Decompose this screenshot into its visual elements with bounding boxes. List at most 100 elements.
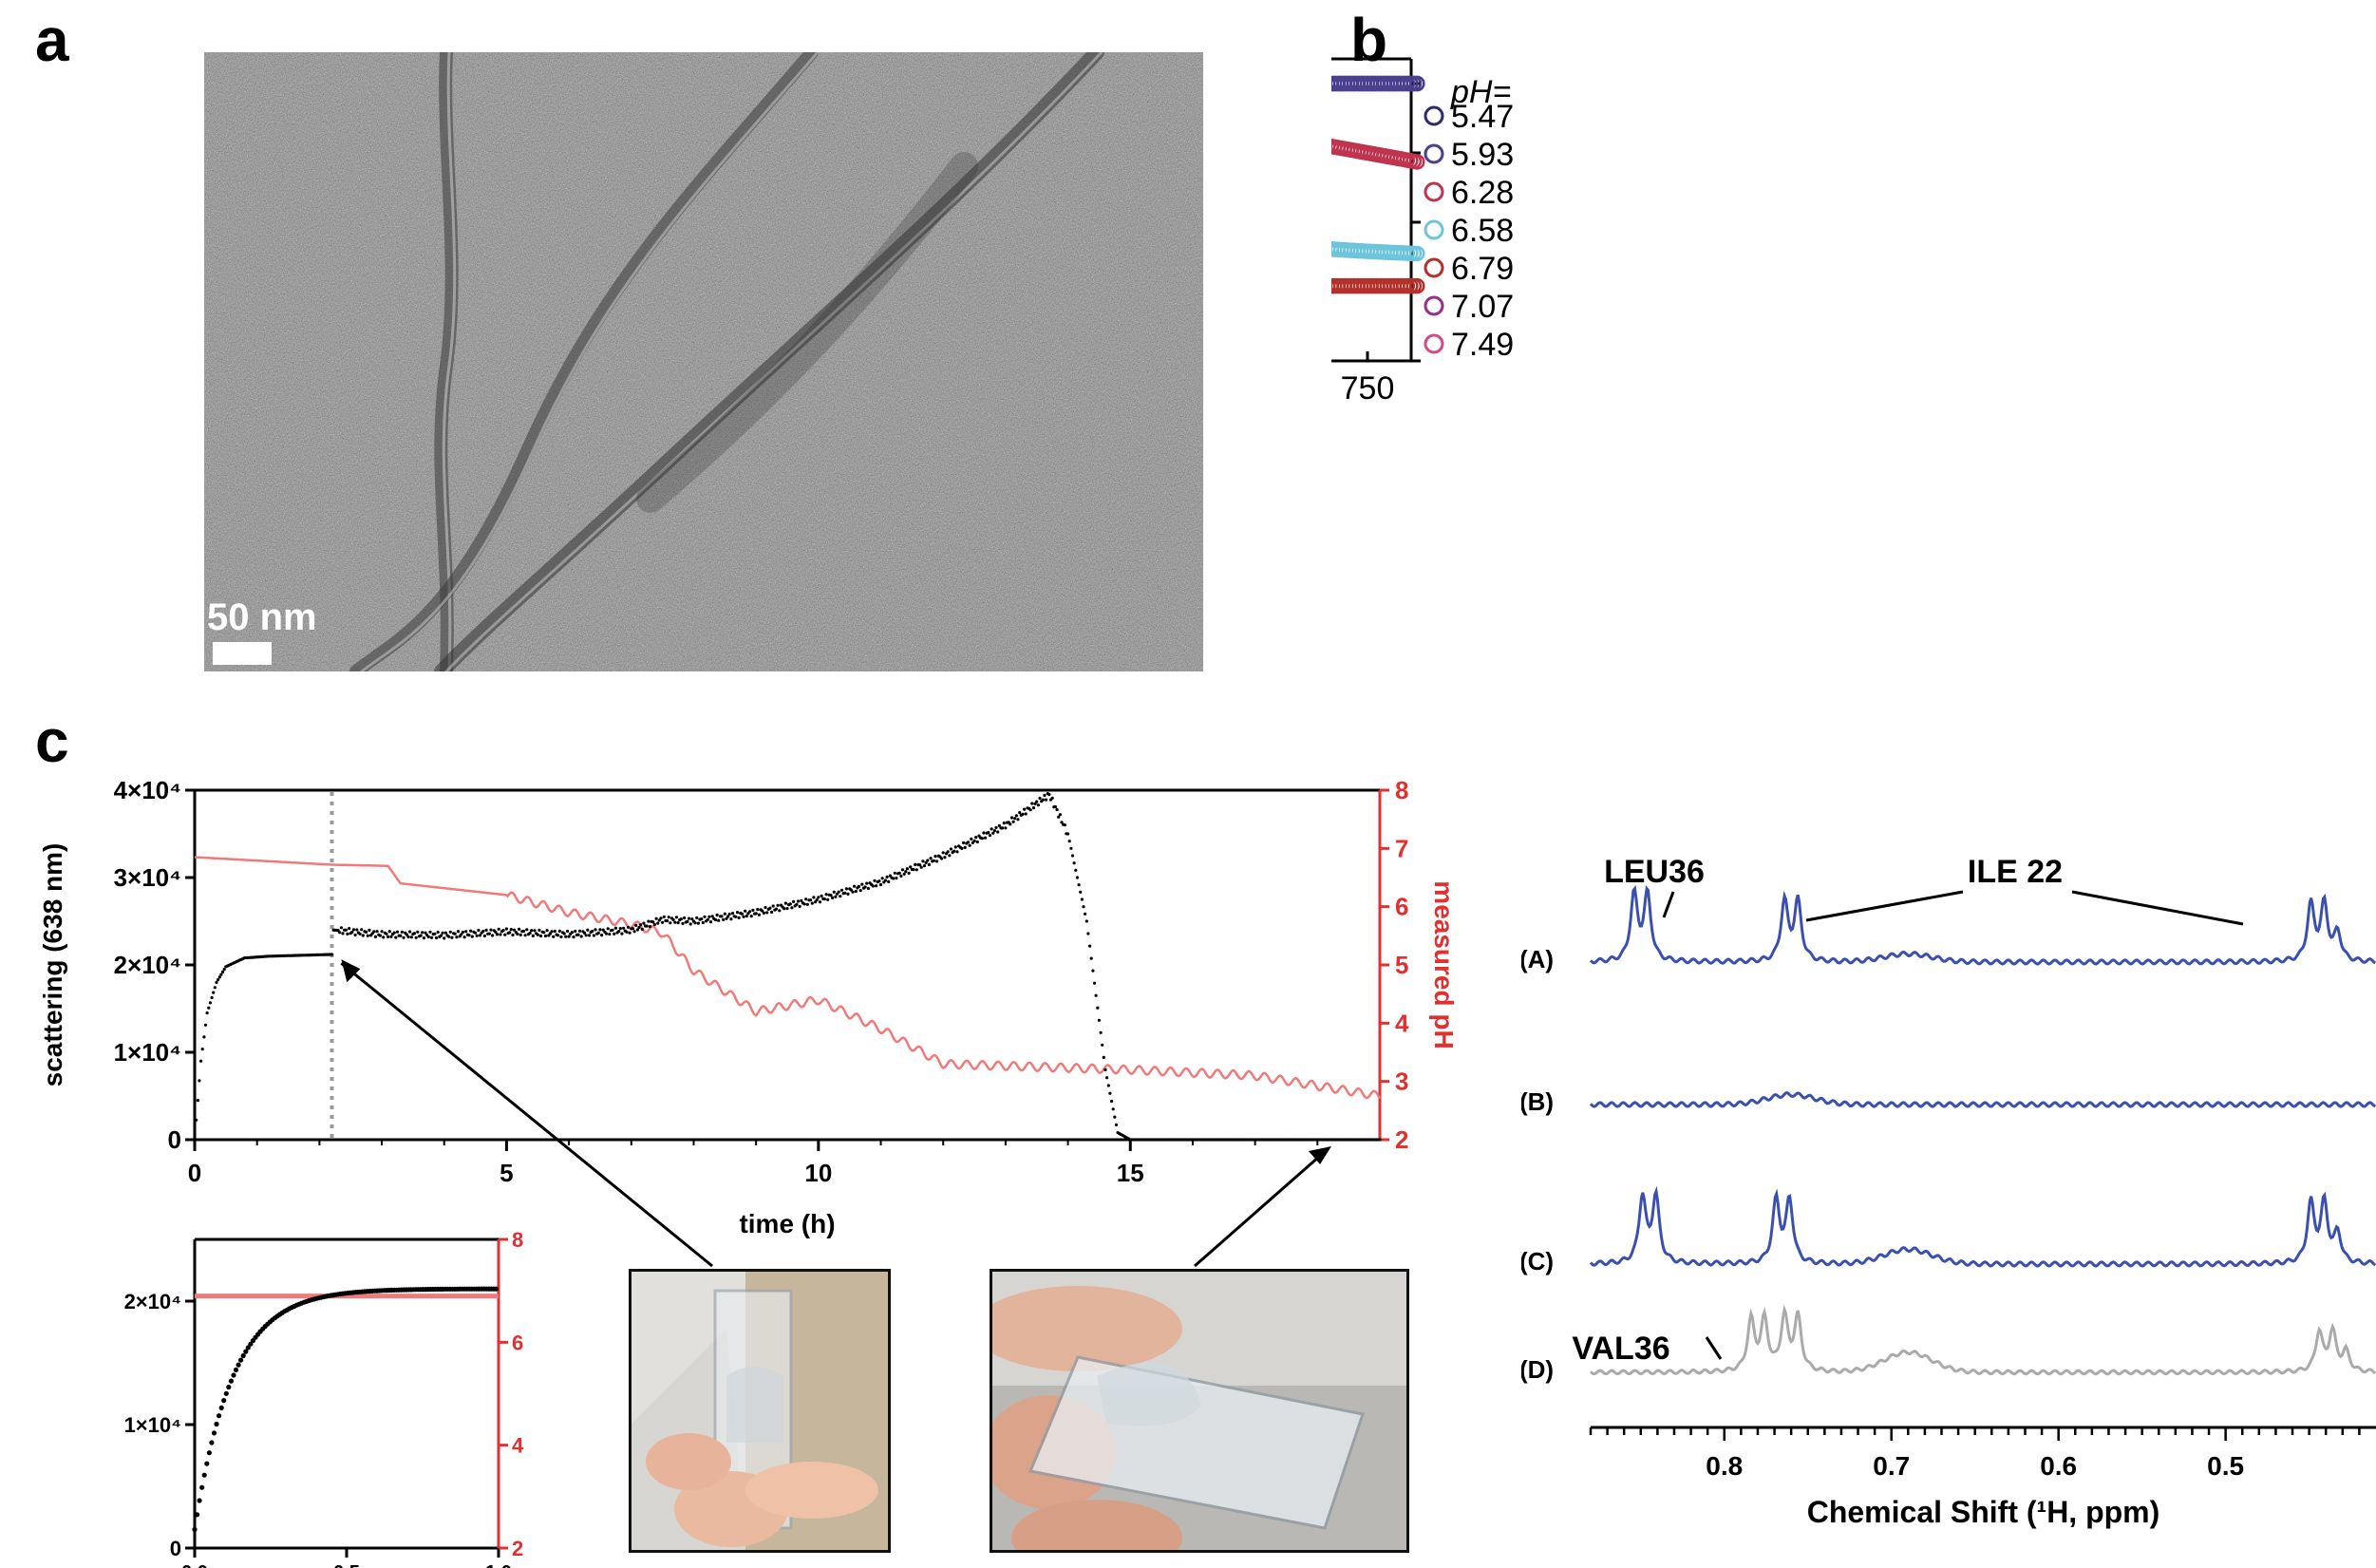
scattering-point (378, 934, 382, 937)
scattering-point (935, 860, 939, 863)
scattering-point (922, 864, 927, 868)
legend-label: 5.47 (1451, 99, 1514, 135)
scattering-point (795, 902, 799, 906)
scattering-point (696, 921, 701, 925)
x-axis-label: time (h) (739, 1209, 835, 1238)
scattering-point (745, 914, 748, 918)
scattering-point (346, 932, 349, 935)
scattering-point (1105, 1076, 1109, 1080)
scattering-point (814, 900, 818, 904)
scattering-point (536, 933, 539, 936)
scattering-point (436, 930, 440, 935)
scattering-point (1066, 832, 1070, 836)
scattering-point (358, 932, 362, 935)
scattering-point (226, 1384, 232, 1390)
scattering-point (387, 930, 391, 934)
scattering-point (1021, 812, 1025, 816)
scattering-point (538, 934, 543, 938)
scattering-point (701, 920, 705, 925)
ph-trace (194, 856, 1382, 1100)
scattering-point (932, 859, 936, 862)
scattering-point (963, 845, 967, 849)
legend-label: 7.07 (1451, 289, 1514, 325)
scattering-point (217, 975, 221, 979)
scattering-point (740, 912, 745, 916)
scattering-point (892, 877, 896, 880)
scattering-point (508, 931, 512, 935)
scattering-point (700, 917, 704, 921)
scattering-point (195, 1118, 198, 1122)
scattering-point (373, 935, 378, 938)
scattering-point (815, 897, 819, 902)
scattering-point (1060, 821, 1064, 824)
scattering-point (708, 920, 713, 924)
scattering-point (703, 915, 707, 918)
scattering-point (1053, 804, 1057, 809)
scattering-point (737, 916, 741, 919)
scattering-point (208, 1001, 212, 1005)
scattering-point (559, 935, 563, 939)
scattering-point (671, 917, 675, 922)
scattering-point (562, 932, 566, 935)
scattering-point (1004, 826, 1008, 830)
series-6.58 (1331, 241, 1425, 262)
scattering-point (400, 930, 404, 934)
scattering-point (521, 929, 526, 934)
scattering-point (523, 934, 527, 937)
scattering-point (762, 911, 766, 915)
scattering-point (552, 935, 556, 938)
scattering-point (426, 935, 430, 939)
leu36-pointer (1662, 891, 1675, 918)
scattering-point (1097, 1018, 1101, 1022)
scattering-point (1024, 812, 1028, 816)
scattering-point (695, 916, 699, 919)
scattering-point (742, 915, 745, 918)
legend-title: pH= (1450, 74, 1511, 110)
scattering-point (414, 935, 418, 939)
y-tick-label: 0 (168, 1125, 181, 1154)
scattering-point (392, 931, 396, 935)
scattering-point (690, 917, 694, 921)
scattering-point (469, 929, 473, 933)
scattering-point (408, 930, 412, 934)
scattering-point (509, 928, 513, 932)
trace-label: (B) (1521, 1087, 1554, 1116)
scattering-point (217, 978, 220, 982)
scattering-point (1110, 1099, 1114, 1104)
scattering-point (642, 921, 646, 925)
scattering-point (866, 886, 871, 891)
scattering-point (645, 924, 649, 928)
y-tick-label: 2×10⁴ (114, 951, 181, 979)
scattering-point (1067, 840, 1071, 843)
scattering-point (484, 928, 488, 932)
scattering-point (1063, 823, 1066, 827)
scattering-point (710, 915, 714, 918)
scattering-point (482, 934, 486, 938)
scattering-point (860, 882, 864, 886)
scattering-point (761, 909, 764, 913)
scattering-point (207, 1006, 211, 1010)
arrowhead (341, 959, 361, 983)
legend-label: 6.79 (1451, 251, 1514, 287)
scattering-point (1045, 798, 1048, 802)
scattering-point (818, 900, 822, 904)
y-tick-label: 4×10⁴ (114, 776, 181, 804)
scattering-point (206, 1450, 212, 1456)
scattering-point (219, 973, 223, 976)
legend-label: 6.58 (1451, 213, 1514, 249)
scattering-point (1111, 1107, 1115, 1111)
scattering-point (1047, 793, 1051, 797)
scattering-point (837, 890, 840, 894)
scattering-point (720, 915, 724, 918)
scattering-point (243, 1349, 249, 1354)
scattering-point (460, 933, 463, 936)
panel-label-a: a (35, 6, 69, 74)
scattering-point (839, 895, 842, 898)
scattering-point (849, 888, 853, 892)
scattering-point (611, 928, 614, 932)
series-6.28 (1331, 138, 1425, 170)
scattering-point (240, 1352, 246, 1359)
y2-tick-label: 4 (512, 1434, 524, 1458)
scattering-point (1038, 796, 1042, 801)
scattering-point (351, 928, 356, 932)
